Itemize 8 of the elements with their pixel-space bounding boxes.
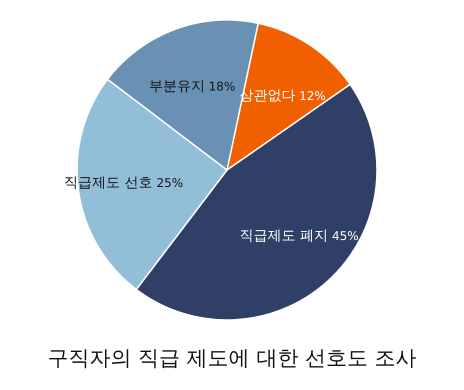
text: 구직자의 직급 제도에 대한 선호도 조사 — [47, 346, 417, 370]
data-label: 18% — [204, 80, 236, 94]
slice-label: 부분유지 — [148, 78, 205, 95]
data-label: 25% — [152, 176, 184, 190]
data-label: 12% — [295, 89, 326, 104]
data-label: 45% — [328, 228, 359, 243]
slice-label: 직급제도 폐지 — [240, 228, 328, 244]
slice-label: 직급제도 선호 — [64, 175, 153, 192]
